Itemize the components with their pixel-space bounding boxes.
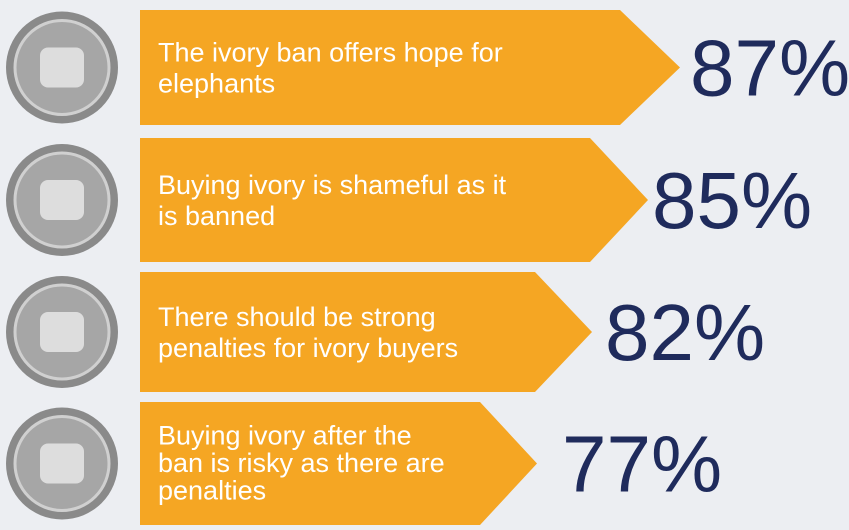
statement-line: Buying ivory is shameful as it: [158, 170, 507, 200]
statement-line: is banned: [158, 201, 275, 231]
statement-line: There should be strong: [158, 302, 436, 332]
arrow-banner: [140, 10, 680, 125]
statement-line: penalties for ivory buyers: [158, 333, 458, 363]
statement-line: ban is risky as there are: [158, 448, 445, 478]
percentage: 85%: [652, 156, 812, 245]
arrow-banner: [140, 138, 648, 262]
icon-glyph: [40, 443, 84, 484]
icon-glyph: [40, 312, 84, 352]
statement-line: Buying ivory after the: [158, 420, 412, 450]
statement-line: The ivory ban offers hope for: [158, 37, 503, 67]
statement-line: penalties: [158, 476, 266, 506]
icon-glyph: [40, 180, 84, 220]
percentage: 82%: [605, 288, 765, 377]
arrow-banner: [140, 402, 537, 525]
percentage: 77%: [562, 420, 722, 509]
percentage: 87%: [690, 24, 849, 113]
statement-line: elephants: [158, 68, 275, 98]
icon-glyph: [40, 47, 84, 88]
arrow-banner: [140, 272, 592, 392]
